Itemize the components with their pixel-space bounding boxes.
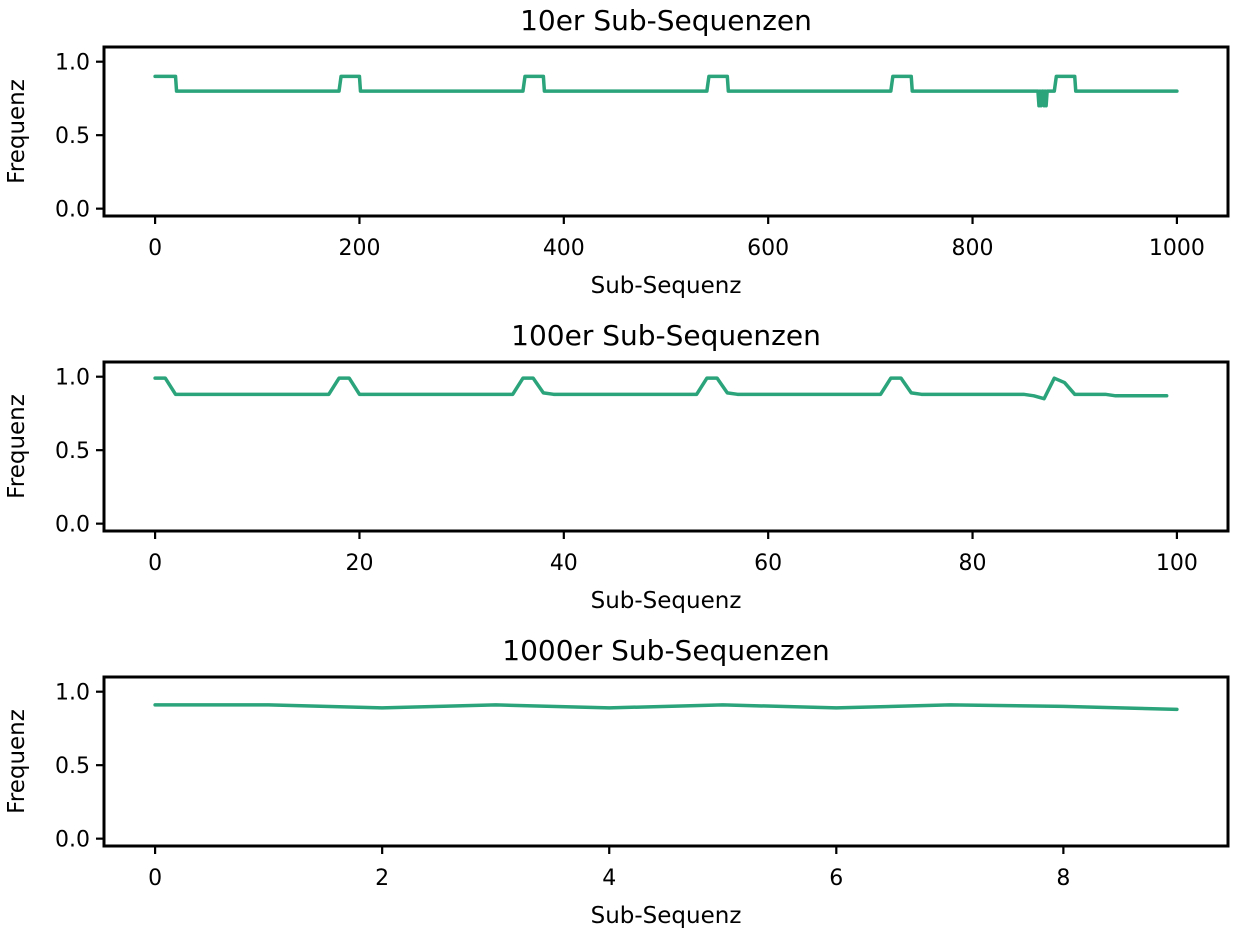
chart-title: 1000er Sub-Sequenzen [502, 634, 829, 667]
x-tick-label: 8 [1056, 866, 1070, 891]
axis-ticks: 0 2 4 6 8 0.0 0.5 1.0 [55, 681, 1070, 891]
x-tick-label: 4 [602, 866, 616, 891]
x-tick-label: 80 [959, 551, 987, 576]
y-tick-label: 1.0 [55, 366, 90, 391]
y-tick-label: 0.5 [55, 124, 90, 149]
x-tick-label: 40 [550, 551, 578, 576]
x-tick-label: 0 [148, 866, 162, 891]
x-tick-label: 100 [1156, 551, 1198, 576]
y-axis-label: Frequenz [4, 79, 30, 184]
y-tick-label: 0.0 [55, 513, 90, 538]
axes-frame [102, 45, 1230, 218]
plot-area [153, 703, 1179, 712]
y-tick-label: 0.5 [55, 754, 90, 779]
x-axis-label: Sub-Sequenz [591, 273, 742, 299]
x-axis-label: Sub-Sequenz [591, 903, 742, 929]
plot-area [153, 376, 1169, 401]
y-tick-label: 0.5 [55, 439, 90, 464]
x-tick-label: 1000 [1149, 236, 1205, 261]
series-line [153, 376, 1169, 401]
y-tick-label: 0.0 [55, 198, 90, 223]
x-tick-label: 600 [747, 236, 789, 261]
x-tick-label: 6 [829, 866, 843, 891]
y-tick-label: 0.0 [55, 828, 90, 853]
x-tick-label: 0 [148, 551, 162, 576]
x-tick-label: 0 [148, 236, 162, 261]
x-tick-label: 20 [345, 551, 373, 576]
axes-frame [102, 675, 1230, 848]
x-tick-label: 800 [952, 236, 994, 261]
y-axis-label: Frequenz [4, 394, 30, 499]
chart-title: 100er Sub-Sequenzen [511, 319, 821, 352]
axis-ticks: 0 20 40 60 80 100 0.0 0.5 1.0 [55, 366, 1198, 576]
series-line [153, 74, 1179, 108]
subplot-100er: 100er Sub-Sequenzen Frequenz Sub-Sequenz… [4, 319, 1230, 614]
x-tick-label: 400 [543, 236, 585, 261]
series-line [153, 703, 1179, 712]
plot-area [153, 74, 1179, 108]
subplot-10er: 10er Sub-Sequenzen Frequenz Sub-Sequenz … [4, 4, 1230, 299]
x-tick-label: 2 [375, 866, 389, 891]
axes-frame [102, 360, 1230, 533]
x-tick-label: 200 [338, 236, 380, 261]
x-tick-label: 60 [754, 551, 782, 576]
chart-title: 10er Sub-Sequenzen [520, 4, 812, 37]
y-tick-label: 1.0 [55, 51, 90, 76]
y-axis-label: Frequenz [4, 709, 30, 814]
y-tick-label: 1.0 [55, 681, 90, 706]
subplot-1000er: 1000er Sub-Sequenzen Frequenz Sub-Sequen… [4, 634, 1230, 929]
x-axis-label: Sub-Sequenz [591, 588, 742, 614]
axis-ticks: 0 200 400 600 800 1000 0.0 0.5 1.0 [55, 51, 1205, 261]
